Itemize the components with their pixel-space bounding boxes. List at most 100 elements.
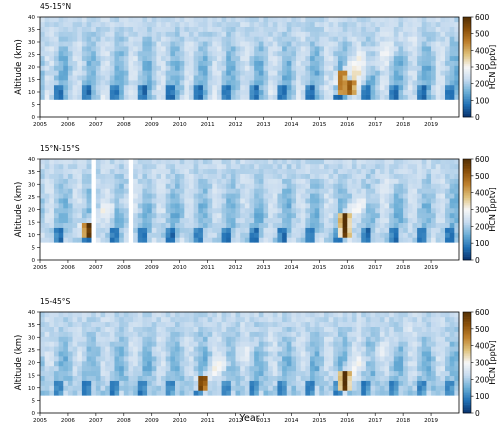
heatmap-cell: [426, 336, 432, 342]
heatmap-cell: [365, 375, 371, 381]
heatmap-cell: [263, 361, 269, 367]
heatmap-cell: [421, 380, 427, 386]
heatmap-cell: [393, 385, 399, 391]
x-tick-label: 2006: [61, 265, 75, 271]
heatmap-cell: [370, 46, 376, 52]
heatmap-cell: [67, 203, 73, 209]
x-tick-label: 2018: [396, 122, 410, 128]
heatmap-cell: [165, 80, 171, 86]
heatmap-cell: [407, 163, 413, 170]
heatmap-cell: [40, 361, 45, 367]
heatmap-cell: [198, 365, 204, 372]
heatmap-cell: [212, 316, 218, 323]
heatmap-cell: [53, 173, 59, 179]
heatmap-cell: [417, 208, 423, 214]
heatmap-cell: [291, 331, 297, 337]
heatmap-cell: [277, 183, 283, 189]
heatmap-cell: [319, 173, 325, 179]
heatmap-cell: [105, 365, 111, 372]
y-tick-label: 15: [28, 373, 35, 379]
heatmap-cell: [95, 385, 101, 391]
heatmap-cell: [417, 331, 423, 337]
heatmap-cell: [393, 198, 399, 204]
heatmap-cell: [440, 321, 446, 327]
heatmap-cell: [454, 173, 460, 179]
heatmap-cell: [412, 89, 418, 95]
heatmap-cell: [49, 46, 55, 52]
heatmap-cell: [49, 75, 55, 81]
heatmap-cell: [161, 60, 166, 66]
heatmap-cell: [67, 50, 73, 57]
heatmap-cell: [230, 84, 236, 91]
heatmap-cell: [268, 203, 274, 209]
heatmap-cell: [254, 331, 260, 337]
heatmap-cell: [91, 390, 97, 396]
heatmap-cell: [188, 227, 194, 233]
heatmap-cell: [81, 203, 87, 209]
heatmap-cell: [44, 168, 50, 174]
heatmap-cell: [379, 65, 385, 71]
heatmap-cell: [114, 188, 120, 194]
heatmap-cell: [421, 17, 427, 23]
colorbar-segment: [463, 75, 471, 78]
heatmap-cell: [291, 356, 297, 362]
heatmap-cell: [445, 385, 450, 391]
y-axis-label: Altitude (km): [14, 335, 24, 391]
heatmap-cell: [426, 163, 432, 170]
heatmap-cell: [342, 163, 348, 170]
heatmap-cell: [431, 380, 437, 386]
heatmap-cell: [81, 356, 87, 362]
heatmap-cell: [417, 380, 423, 386]
heatmap-cell: [314, 237, 320, 243]
heatmap-cell: [375, 163, 381, 170]
heatmap-cell: [230, 75, 236, 81]
heatmap-cell: [216, 316, 222, 323]
heatmap-cell: [198, 84, 204, 91]
heatmap-cell: [333, 80, 339, 86]
heatmap-cell: [389, 222, 395, 228]
heatmap-cell: [426, 36, 432, 42]
heatmap-cell: [165, 312, 171, 318]
heatmap-cell: [361, 222, 367, 228]
heatmap-cell: [389, 212, 395, 219]
heatmap-cell: [277, 94, 283, 100]
heatmap-cell: [435, 208, 441, 214]
heatmap-cell: [184, 365, 190, 372]
heatmap-cell: [282, 316, 288, 323]
heatmap-cell: [44, 50, 50, 57]
heatmap-cell: [305, 70, 311, 76]
colorbar-segment: [463, 352, 471, 355]
heatmap-cell: [356, 70, 362, 76]
heatmap-cell: [244, 380, 250, 386]
heatmap-cell: [403, 183, 409, 189]
heatmap-cell: [300, 55, 306, 61]
heatmap-cell: [161, 341, 166, 347]
heatmap-cell: [328, 159, 334, 165]
heatmap-cell: [202, 183, 208, 189]
heatmap-cell: [319, 370, 325, 377]
heatmap-cell: [403, 351, 409, 357]
heatmap-cell: [379, 94, 385, 100]
heatmap-cell: [323, 60, 329, 66]
heatmap-cell: [179, 178, 185, 184]
heatmap-cell: [81, 365, 87, 372]
heatmap-cell: [314, 341, 320, 347]
heatmap-cell: [384, 31, 390, 37]
heatmap-cell: [240, 208, 246, 214]
heatmap-cell: [384, 178, 390, 184]
heatmap-cell: [356, 341, 362, 347]
heatmap-cell: [384, 380, 390, 386]
heatmap-cell: [133, 203, 139, 209]
heatmap-cell: [240, 46, 246, 52]
heatmap-cell: [105, 178, 111, 184]
heatmap-cell: [370, 173, 376, 179]
heatmap-cell: [272, 89, 278, 95]
heatmap-cell: [179, 222, 185, 228]
heatmap-cell: [310, 188, 315, 194]
heatmap-cell: [403, 21, 409, 27]
heatmap-cell: [407, 17, 413, 23]
heatmap-cell: [128, 375, 134, 381]
heatmap-cell: [342, 365, 348, 372]
heatmap-cell: [175, 21, 180, 27]
heatmap-cell: [226, 326, 232, 332]
